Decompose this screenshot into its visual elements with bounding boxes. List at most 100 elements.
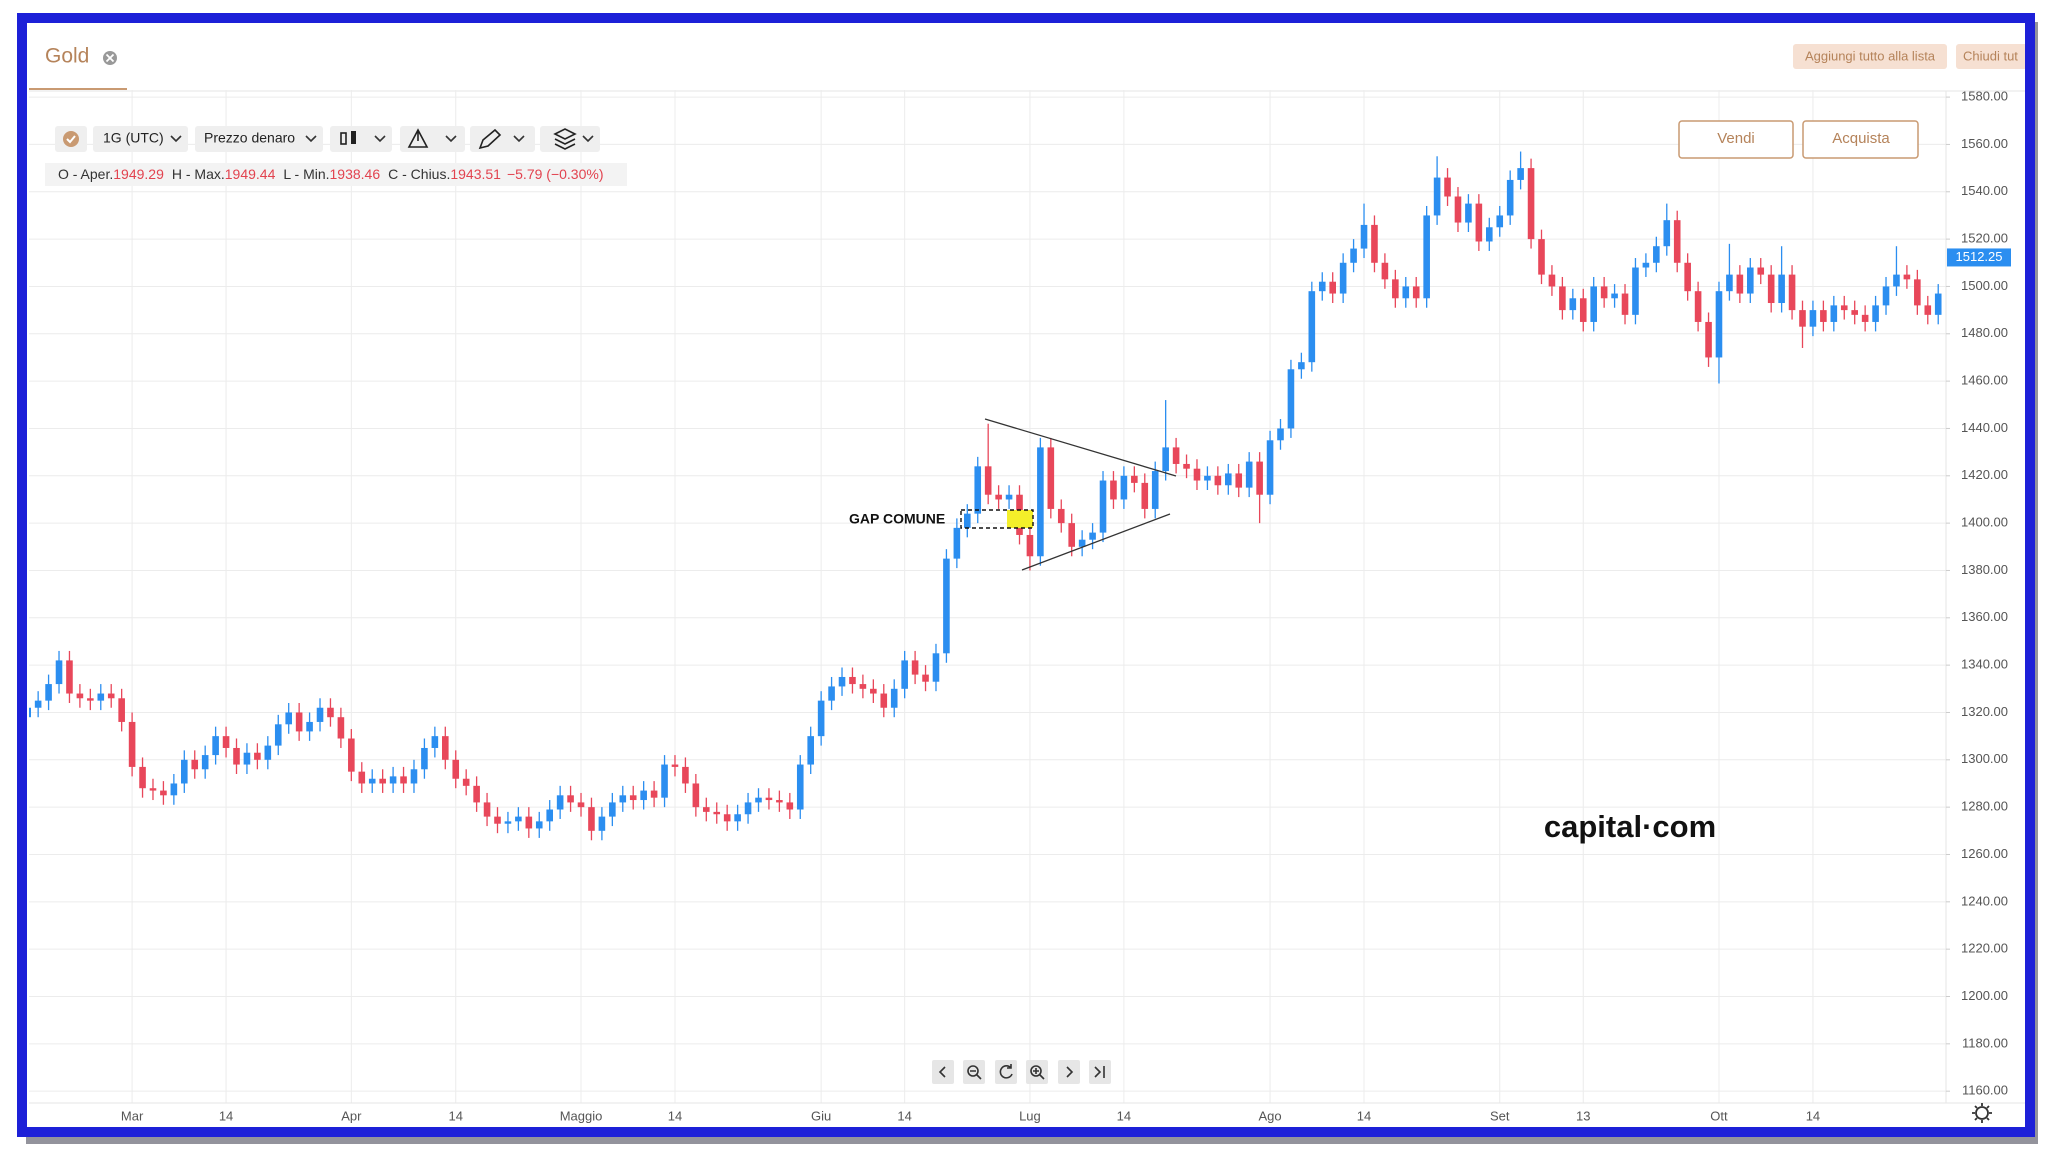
candle-body bbox=[483, 802, 491, 817]
price-type-select[interactable]: Prezzo denaro bbox=[195, 126, 323, 152]
timeframe-select[interactable]: 1G (UTC) bbox=[93, 126, 188, 152]
candle-body bbox=[1047, 447, 1055, 509]
x-tick-label: 13 bbox=[1576, 1108, 1590, 1123]
indicators-button[interactable] bbox=[400, 126, 465, 152]
price-type-label[interactable]: Prezzo denaro bbox=[204, 130, 295, 146]
buy-button[interactable]: Acquista bbox=[1802, 120, 1919, 159]
tab-close-x bbox=[105, 53, 115, 63]
candle-body bbox=[1298, 362, 1305, 370]
x-tick-label: Set bbox=[1490, 1108, 1510, 1123]
candle-body bbox=[1851, 310, 1858, 315]
candle-body bbox=[1694, 291, 1702, 322]
close-all-bg[interactable] bbox=[1956, 44, 2036, 69]
candle-body bbox=[577, 802, 585, 808]
candle-body bbox=[1715, 291, 1723, 358]
candle-body bbox=[55, 660, 63, 685]
y-tick-label: 1280.00 bbox=[1961, 799, 2008, 814]
candle-body bbox=[661, 764, 668, 798]
sell-button[interactable]: Vendi bbox=[1678, 120, 1794, 159]
price-axis: 1160.00 1180.00 1200.00 1220.00 1240.00 1260.… bbox=[1946, 89, 2011, 1098]
candle-body bbox=[1110, 480, 1117, 500]
x-tick-label: Apr bbox=[341, 1108, 362, 1123]
settings-teeth bbox=[1972, 1103, 1992, 1123]
settings-button[interactable] bbox=[1972, 1103, 1992, 1123]
nav-right[interactable] bbox=[1058, 1060, 1080, 1084]
y-tick-label: 1540.00 bbox=[1961, 183, 2008, 198]
y-tick-label: 1400.00 bbox=[1961, 515, 2008, 530]
timeframe-bg[interactable] bbox=[93, 126, 188, 152]
add-all-bg[interactable] bbox=[1793, 44, 1947, 69]
candle-body bbox=[201, 755, 209, 770]
x-tick-label: Lug bbox=[1019, 1108, 1041, 1123]
ohlc-change: −5.79 (−0.30%) bbox=[507, 166, 604, 182]
ohlc-close: 1943.51 bbox=[450, 166, 501, 182]
draw-bg[interactable] bbox=[470, 126, 535, 152]
ohlc-high: 1949.44 bbox=[225, 166, 276, 182]
candle-body bbox=[1611, 293, 1618, 299]
add-all-button[interactable]: Aggiungi tutto alla lista bbox=[1793, 44, 1947, 69]
y-tick-label: 1480.00 bbox=[1961, 325, 2008, 340]
candle-body bbox=[964, 513, 971, 528]
candle-body bbox=[1548, 274, 1556, 287]
y-tick-label: 1260.00 bbox=[1961, 846, 2008, 861]
candle-body bbox=[1673, 220, 1681, 263]
x-tick-label: 14 bbox=[219, 1108, 233, 1123]
buy-bg[interactable] bbox=[1802, 120, 1919, 159]
sell-bg[interactable] bbox=[1678, 120, 1794, 159]
nav-left[interactable] bbox=[932, 1060, 954, 1084]
candle-body bbox=[316, 707, 324, 722]
tab[interactable]: Gold bbox=[45, 45, 117, 68]
candle-body bbox=[870, 688, 877, 694]
price-type-bg[interactable] bbox=[195, 126, 323, 152]
ohlc-info: O - Aper.1949.29 H - Max.1949.44 L - Min.1… bbox=[58, 166, 603, 182]
candle-body bbox=[1339, 262, 1347, 294]
nav-zoom-in[interactable] bbox=[1026, 1060, 1048, 1084]
candle-body bbox=[1371, 224, 1378, 263]
icon bbox=[967, 1065, 979, 1077]
sell-label[interactable]: Vendi bbox=[1717, 130, 1755, 147]
nav-zoom-out[interactable] bbox=[963, 1060, 985, 1084]
icon bbox=[1094, 1066, 1105, 1078]
close-all-label[interactable]: Chiudi tut bbox=[1963, 48, 2018, 63]
candle-body bbox=[191, 759, 199, 770]
tab-title[interactable]: Gold bbox=[45, 45, 89, 68]
add-all-label[interactable]: Aggiungi tutto alla lista bbox=[1805, 48, 1936, 63]
nav-reset[interactable] bbox=[995, 1060, 1017, 1084]
candle-body bbox=[1872, 305, 1879, 322]
layers-bg[interactable] bbox=[540, 126, 600, 152]
candle-body bbox=[755, 797, 762, 803]
layers-button[interactable] bbox=[540, 126, 600, 152]
candle-body bbox=[1360, 224, 1368, 249]
candle-body bbox=[1141, 482, 1149, 509]
icon bbox=[553, 128, 577, 150]
candle-body bbox=[1392, 279, 1399, 299]
y-tick-label: 1360.00 bbox=[1961, 609, 2008, 624]
status-icon bbox=[63, 131, 79, 147]
timeframe-label[interactable]: 1G (UTC) bbox=[103, 130, 164, 146]
candle-body bbox=[1005, 494, 1013, 500]
candle-body bbox=[1820, 310, 1827, 322]
close-all-button[interactable]: Chiudi tut bbox=[1956, 44, 2036, 69]
candle-body bbox=[1308, 291, 1316, 363]
candle-body bbox=[713, 811, 721, 815]
y-tick-label: 1420.00 bbox=[1961, 467, 2008, 482]
chart-type-button[interactable] bbox=[330, 126, 392, 152]
candle-body bbox=[1506, 179, 1514, 216]
candle-body bbox=[1705, 321, 1712, 358]
candle-body bbox=[1486, 227, 1493, 242]
time-axis: Mar 14 Apr 14 Maggio 14 Giu 14 Lug 14 Ago 14 Set 13 Ot… bbox=[121, 1108, 1820, 1123]
candle-body bbox=[1600, 286, 1608, 299]
candle-body bbox=[974, 466, 982, 514]
buy-label[interactable]: Acquista bbox=[1832, 130, 1890, 147]
gap-highlight bbox=[1007, 510, 1033, 528]
candle-body bbox=[1757, 267, 1765, 275]
candle-body bbox=[1162, 447, 1169, 472]
candle-body bbox=[546, 809, 553, 822]
draw-button[interactable] bbox=[470, 126, 535, 152]
chevron bbox=[374, 135, 386, 143]
candle-body bbox=[650, 790, 658, 798]
settings-icon[interactable] bbox=[1975, 1106, 1989, 1120]
indicators-bg[interactable] bbox=[400, 126, 465, 152]
candle-body bbox=[1642, 262, 1650, 268]
candle-body bbox=[452, 759, 460, 779]
